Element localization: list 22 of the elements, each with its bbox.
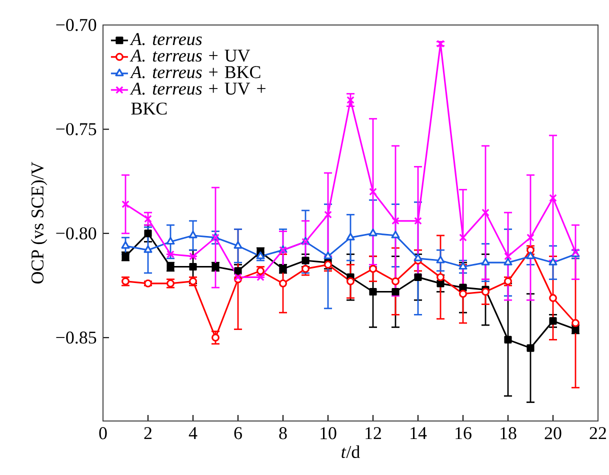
x-tick-label: 4 bbox=[188, 427, 198, 439]
y-tick-label: −0.70 bbox=[56, 18, 96, 32]
x-tick-label: 18 bbox=[500, 427, 516, 440]
y-tick-label: −0.75 bbox=[56, 123, 96, 136]
y-tick-label: −0.80 bbox=[56, 227, 96, 240]
x-tick-label: 10 bbox=[320, 427, 336, 440]
x-tick-label: 22 bbox=[590, 427, 606, 440]
x-tick-label: 6 bbox=[234, 427, 242, 440]
legend-label: A. terreus + UV bbox=[130, 50, 250, 62]
x-tick-label: 20 bbox=[544, 427, 562, 440]
x-tick-label: 8 bbox=[279, 427, 287, 440]
x-tick-label: 16 bbox=[456, 427, 472, 440]
y-tick-label: −0.85 bbox=[56, 332, 96, 344]
y-axis-title: OCP (vs SCE)/V bbox=[30, 162, 48, 284]
x-tick-label: 14 bbox=[410, 427, 427, 439]
x-tick-label: 2 bbox=[144, 427, 152, 440]
legend-label: A. terreus + BKC bbox=[130, 66, 260, 78]
text: A. terreus + UV + BKC bbox=[130, 82, 266, 115]
x-tick-label: 12 bbox=[366, 427, 381, 440]
x-axis-title: t/d bbox=[342, 445, 360, 458]
x-tick-label: 0 bbox=[99, 427, 107, 440]
legend-label: A. terreus bbox=[130, 33, 202, 46]
